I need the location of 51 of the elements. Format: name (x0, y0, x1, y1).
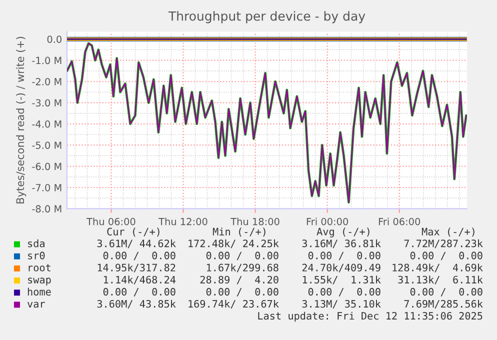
text: 0.00 / 0.00 (206, 288, 278, 296)
legend-label: root (28, 264, 50, 272)
text: 128.49k/ 4.69k (392, 264, 483, 272)
text: 7.69M/285.56k (404, 300, 483, 308)
text: 3.61M/ 44.62k (97, 239, 176, 248)
x-tick-label: Thu 06:00 (86, 218, 136, 226)
y-tick-label: -3.0 M (32, 99, 62, 107)
text: 24.70k/409.49 (302, 264, 380, 272)
text: Max (-/+) (422, 228, 474, 237)
text: 3.60M/ 43.85k (97, 300, 176, 308)
chart-title: Throughput per device - by day (168, 11, 366, 24)
text: 7.72M/287.23k (404, 239, 483, 248)
x-tick-label: Fri 00:00 (306, 218, 348, 226)
x-tick-label: Thu 12:00 (158, 218, 208, 226)
text: 1.55k/ 1.31k (302, 276, 381, 284)
legend-label: home (28, 288, 51, 296)
text: Cur (-/+) (107, 228, 160, 237)
text: 3.13M/ 35.10k (302, 300, 381, 308)
y-tick-label: -2.0 M (32, 78, 62, 86)
legend-label: sda (28, 239, 44, 248)
legend-label: sr0 (28, 252, 45, 260)
text: 0.00 / 0.00 (308, 288, 380, 296)
text: 28.89 / 4.20 (200, 276, 278, 284)
y-tick-label: -1.0 M (32, 56, 62, 64)
text: 0.00 / 0.00 (308, 252, 380, 260)
text: Min (-/+) (212, 228, 266, 237)
x-tick-label: Fri 06:00 (378, 218, 420, 226)
text: 0.00 / 0.00 (410, 288, 482, 296)
text: 0.00 / 0.00 (206, 252, 278, 260)
y-tick-label: -6.0 M (32, 162, 62, 170)
y-tick-label: -4.0 M (32, 120, 62, 128)
legend-label: swap (28, 278, 51, 286)
y-tick-label: 0.0 (47, 36, 62, 43)
y-axis-title: Bytes/second read (-) / write (+) (16, 36, 26, 204)
text: 3.16M/ 36.81k (302, 239, 381, 248)
text: 0.00 / 0.00 (103, 252, 176, 260)
text: 169.74k/ 23.67k (188, 300, 279, 308)
text: 0.00 / 0.00 (103, 288, 176, 296)
y-tick-label: -5.0 M (32, 142, 62, 149)
text: Last update: Fri Dec 12 11:35:06 2025 (258, 312, 482, 322)
legend-label: var (27, 302, 45, 308)
text: 31.13k/ 6.11k (398, 276, 483, 284)
text: Avg (-/+) (316, 228, 370, 238)
text: 1.14k/468.24 (104, 276, 176, 284)
y-tick-label: -7.0 M (32, 184, 62, 192)
text: 1.67k/299.68 (206, 264, 278, 272)
text: 0.00 / 0.00 (410, 252, 482, 260)
text: 172.48k/ 24.25k (188, 239, 279, 248)
y-tick-label: -8.0 M (32, 205, 62, 213)
text: 14.95k/317.82 (98, 264, 176, 272)
x-tick-label: Thu 18:00 (230, 218, 280, 226)
